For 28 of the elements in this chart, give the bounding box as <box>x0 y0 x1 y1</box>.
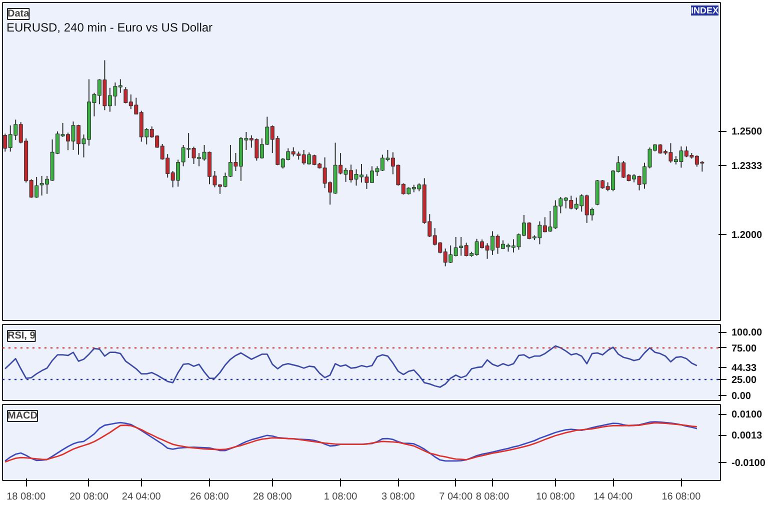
x-tick-label: 8 08:00 <box>476 492 510 502</box>
y-tick-label: 1.2333 <box>732 161 763 172</box>
text: EURUSD, 240 min - Euro vs US Dollar <box>6 20 213 34</box>
x-tick-label: 26 08:00 <box>190 492 230 502</box>
x-tick-label: 14 04:00 <box>594 492 633 502</box>
x-tick-label: 1 08:00 <box>324 492 358 502</box>
y-tick-label: 44.33 <box>732 362 757 374</box>
y-tick-label: 25.00 <box>732 375 757 386</box>
text: MACD <box>8 410 38 422</box>
x-tick-label: 10 08:00 <box>536 492 576 502</box>
x-tick-label: 7 04:00 <box>439 492 473 502</box>
x-tick-label: 16 08:00 <box>662 492 702 502</box>
y-tick-label: 75.00 <box>732 343 757 354</box>
x-tick-label: 3 08:00 <box>382 492 416 502</box>
text: RSI, 9 <box>8 330 36 342</box>
line-series <box>4 345 698 388</box>
x-tick-label: 20 08:00 <box>70 492 109 502</box>
annotation: INDEX <box>690 6 719 16</box>
x-tick-label: 18 08:00 <box>6 492 46 502</box>
y-tick-label: 1.2500 <box>732 126 763 138</box>
y-tick-label: 0.00 <box>732 390 752 402</box>
y-tick-label: 100.00 <box>732 328 763 339</box>
y-tick-label: -0.0100 <box>732 458 766 469</box>
x-tick-label: 24 04:00 <box>122 492 162 502</box>
y-tick-label: 0.0013 <box>732 430 763 442</box>
x-tick-label: 28 08:00 <box>252 492 292 502</box>
y-tick-label: 1.2000 <box>732 230 763 241</box>
y-tick-label: 0.0100 <box>732 410 763 421</box>
